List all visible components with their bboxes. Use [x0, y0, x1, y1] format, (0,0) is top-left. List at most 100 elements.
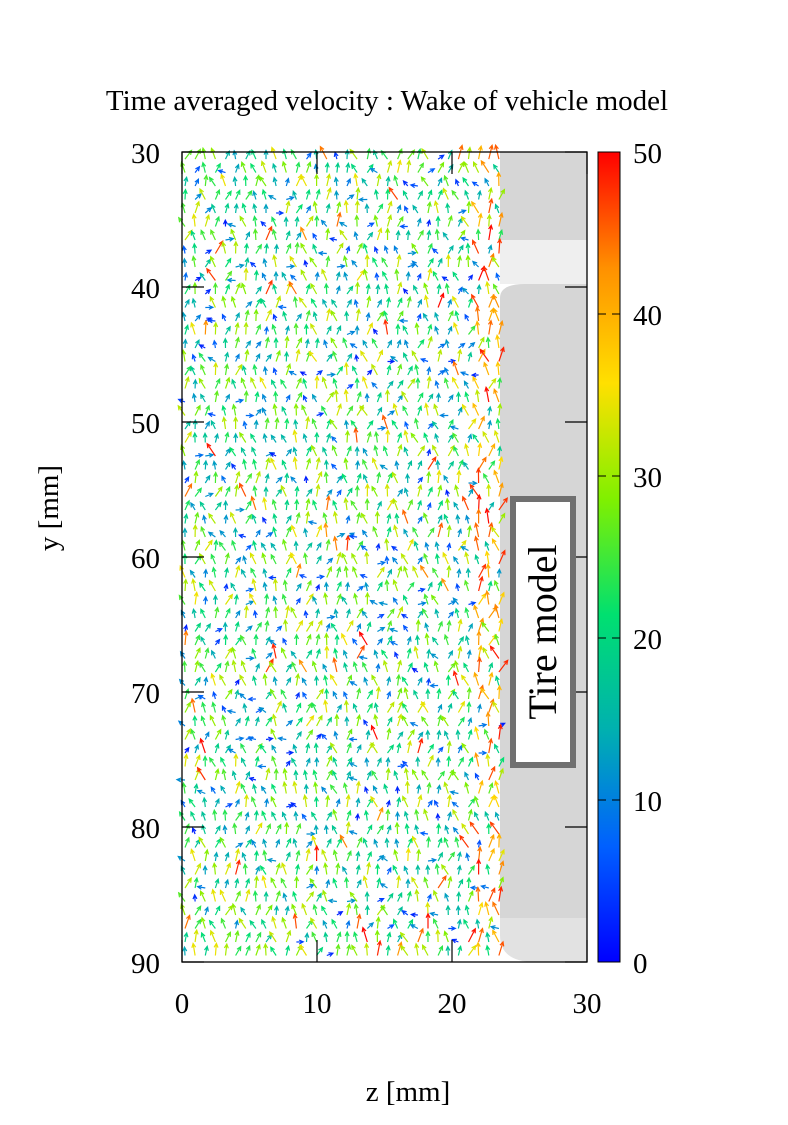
velocity-vector: [376, 173, 382, 187]
velocity-vector: [371, 485, 378, 497]
velocity-vector: [413, 540, 419, 551]
velocity-vector: [189, 569, 196, 578]
velocity-vector: [464, 634, 470, 646]
velocity-vector: [435, 459, 441, 470]
velocity-vector: [321, 268, 328, 281]
velocity-vector: [417, 515, 423, 524]
velocity-vector: [383, 783, 389, 794]
velocity-vector: [336, 402, 342, 416]
velocity-vector: [282, 767, 288, 781]
velocity-vector: [206, 442, 216, 457]
velocity-vector: [485, 711, 491, 727]
velocity-vector: [264, 593, 270, 605]
velocity-vector: [303, 552, 308, 565]
velocity-vector: [371, 363, 378, 376]
velocity-vector: [434, 553, 440, 565]
velocity-vector: [451, 376, 459, 389]
velocity-vector: [224, 376, 231, 389]
velocity-vector: [254, 716, 260, 727]
velocity-vector: [193, 876, 199, 889]
velocity-vector: [411, 350, 419, 362]
velocity-vector: [194, 314, 202, 322]
velocity-vector: [262, 567, 268, 578]
velocity-vector: [363, 473, 368, 484]
velocity-vector: [364, 253, 370, 268]
velocity-vector: [312, 903, 318, 916]
velocity-vector: [401, 760, 409, 767]
velocity-vector: [416, 217, 422, 227]
velocity-vector: [474, 553, 480, 565]
velocity-vector: [475, 918, 481, 929]
velocity-vector: [461, 822, 470, 835]
velocity-vector: [451, 769, 459, 781]
velocity-vector: [475, 467, 481, 484]
velocity-vector: [415, 634, 421, 646]
velocity-vector: [493, 307, 500, 322]
velocity-vector: [457, 878, 464, 889]
velocity-vector: [223, 499, 229, 511]
velocity-vector: [387, 924, 395, 930]
velocity-vector: [452, 360, 459, 376]
velocity-vector: [306, 840, 313, 848]
velocity-vector: [403, 594, 409, 605]
velocity-vector: [386, 716, 393, 727]
velocity-vector: [488, 307, 495, 322]
velocity-vector: [399, 223, 408, 230]
velocity-vector: [445, 202, 451, 214]
velocity-vector: [203, 459, 209, 470]
velocity-vector: [218, 541, 226, 551]
velocity-vector: [267, 194, 277, 201]
velocity-vector: [200, 525, 206, 538]
velocity-vector: [386, 568, 393, 578]
velocity-vector: [222, 621, 228, 632]
velocity-vector: [193, 928, 199, 943]
velocity-vector: [331, 918, 338, 929]
velocity-vector: [271, 811, 277, 821]
velocity-vector: [447, 244, 454, 254]
velocity-vector: [426, 366, 432, 376]
velocity-vector: [253, 875, 259, 889]
velocity-vector: [295, 161, 301, 173]
velocity-vector: [484, 386, 490, 403]
velocity-vector: [497, 445, 503, 457]
velocity-vector: [249, 592, 257, 605]
velocity-vector: [303, 783, 309, 794]
velocity-vector: [478, 927, 484, 943]
velocity-vector: [496, 171, 502, 187]
velocity-vector: [305, 757, 311, 767]
velocity-vector: [183, 623, 188, 632]
velocity-vector: [460, 674, 469, 686]
velocity-vector: [235, 564, 241, 578]
velocity-vector: [484, 540, 490, 551]
velocity-vector: [351, 552, 358, 565]
velocity-vector: [290, 650, 297, 659]
velocity-vector: [434, 432, 440, 443]
velocity-vector: [214, 432, 219, 443]
velocity-vector: [433, 660, 439, 673]
velocity-vector: [326, 489, 333, 497]
velocity-vector: [204, 420, 210, 430]
velocity-vector: [231, 403, 237, 416]
velocity-vector: [194, 754, 201, 767]
velocity-vector: [447, 325, 453, 335]
velocity-vector: [298, 296, 307, 308]
velocity-vector: [336, 580, 342, 592]
velocity-vector: [444, 282, 450, 295]
velocity-vector: [471, 181, 479, 187]
velocity-vector: [354, 812, 360, 821]
velocity-vector: [421, 715, 429, 727]
velocity-vector: [413, 645, 419, 659]
velocity-vector: [332, 808, 338, 821]
velocity-vector: [260, 785, 267, 794]
velocity-vector: [233, 416, 239, 429]
velocity-vector: [475, 886, 481, 902]
velocity-vector: [498, 885, 504, 902]
velocity-vector: [430, 653, 439, 659]
velocity-vector: [255, 323, 261, 335]
velocity-vector: [457, 636, 465, 646]
velocity-vector: [448, 358, 457, 364]
velocity-vector: [353, 427, 359, 443]
y-tick-label: 40: [131, 273, 160, 305]
velocity-vector: [488, 223, 494, 241]
velocity-vector: [271, 216, 277, 227]
